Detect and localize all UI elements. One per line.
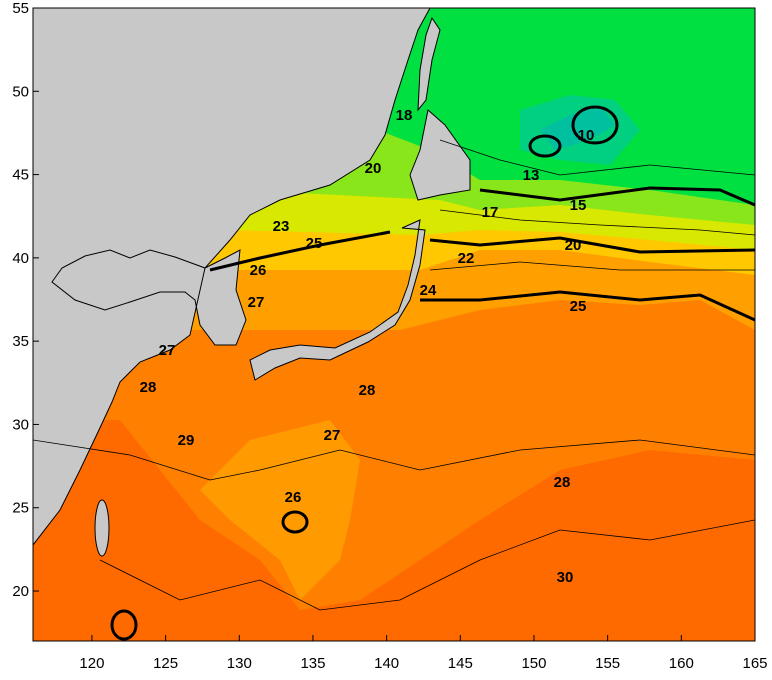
x-tick-label: 165 <box>742 655 767 672</box>
land-hokkaido <box>409 109 471 201</box>
y-tick-label: 50 <box>12 83 29 100</box>
plot-frame <box>32 7 756 642</box>
x-tick-label: 150 <box>521 655 546 672</box>
sea-core <box>540 105 615 150</box>
contour-label: 25 <box>306 235 323 252</box>
land-taiwan <box>94 499 110 557</box>
y-tick-label: 30 <box>12 416 29 433</box>
contour-label: 27 <box>248 294 265 311</box>
x-tick-label: 155 <box>595 655 620 672</box>
axes: 120 125 130 135 140 145 150 155 160 165 20 25 30 35 40… <box>12 0 767 672</box>
contour-label: 28 <box>140 379 157 396</box>
y-tick-label: 45 <box>12 167 29 184</box>
sea-band <box>300 8 755 205</box>
y-tick-label: 55 <box>12 0 29 17</box>
contour-minor <box>33 139 755 611</box>
y-tick-label: 40 <box>12 250 29 267</box>
contour-major <box>110 105 755 641</box>
x-tick-label: 140 <box>374 655 399 672</box>
contour-label: 28 <box>554 474 571 491</box>
contour-label: 10 <box>578 127 595 144</box>
contour-label: 15 <box>570 197 587 214</box>
y-tick-label: 20 <box>12 583 29 600</box>
land-asia <box>33 8 431 546</box>
y-tick-label: 25 <box>12 500 29 517</box>
contour-labels: 18 20 23 25 26 27 22 24 17 15 20 13 10 25 27 28 28 27 29 28… <box>140 107 595 586</box>
x-tick-label: 120 <box>79 655 104 672</box>
contour-label: 13 <box>523 167 540 184</box>
contour-label: 24 <box>420 282 437 299</box>
contour-label: 28 <box>359 382 376 399</box>
contour-label: 26 <box>250 262 267 279</box>
contour-label: 22 <box>458 250 475 267</box>
contour-label: 23 <box>273 218 290 235</box>
contour-label: 27 <box>159 342 176 359</box>
land-honshu <box>249 219 426 381</box>
x-tick-label: 125 <box>153 655 178 672</box>
contour-label: 29 <box>178 432 195 449</box>
contour-label: 26 <box>285 489 302 506</box>
y-tick-label: 35 <box>12 333 29 350</box>
x-tick-label: 160 <box>669 655 694 672</box>
contour-label: 27 <box>324 427 341 444</box>
map-fill <box>33 8 755 641</box>
land-sakhalin <box>417 16 441 112</box>
contour-label: 25 <box>570 298 587 315</box>
contour-label: 20 <box>565 237 582 254</box>
contour-label: 17 <box>482 204 499 221</box>
sea-band <box>200 420 360 600</box>
contour-label: 18 <box>396 107 413 124</box>
x-tick-label: 135 <box>300 655 325 672</box>
contour-label: 30 <box>557 569 574 586</box>
x-tick-label: 130 <box>227 655 252 672</box>
contour-label: 20 <box>365 160 382 177</box>
x-tick-label: 145 <box>448 655 473 672</box>
sea-band <box>33 300 755 610</box>
